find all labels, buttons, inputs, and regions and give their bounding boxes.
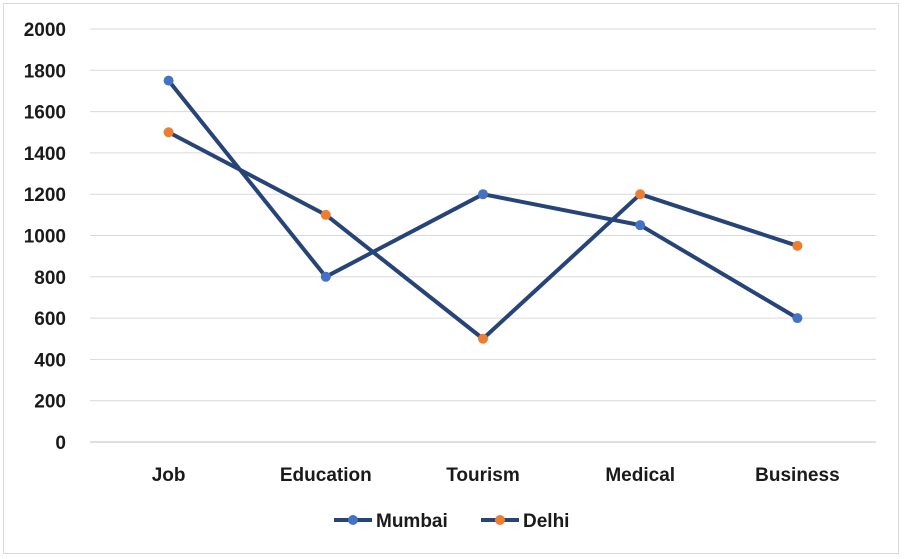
data-point-mumbai — [792, 313, 803, 324]
data-point-mumbai — [320, 271, 331, 282]
y-tick-label: 200 — [34, 392, 66, 413]
y-tick-label: 800 — [34, 268, 66, 289]
series-lines — [166, 78, 800, 341]
y-tick-label: 1800 — [24, 61, 66, 82]
legend-marker-swatch — [348, 515, 358, 525]
legend-label: Mumbai — [376, 511, 448, 532]
x-tick-label: Tourism — [446, 465, 520, 486]
series-markers — [163, 75, 803, 344]
x-tick-label: Education — [280, 465, 372, 486]
y-tick-label: 600 — [34, 309, 66, 330]
x-tick-label: Business — [755, 465, 839, 486]
data-point-delhi — [320, 209, 331, 220]
legend-label: Delhi — [523, 511, 569, 532]
gridlines — [90, 28, 876, 443]
legend-item-delhi: Delhi — [481, 511, 569, 532]
series-line-mumbai — [166, 78, 800, 321]
data-point-delhi — [163, 127, 174, 138]
chart-frame — [3, 3, 899, 554]
legend-marker-swatch — [495, 515, 505, 525]
data-point-delhi — [635, 189, 646, 200]
data-point-delhi — [478, 333, 488, 344]
data-point-mumbai — [478, 189, 488, 200]
data-point-mumbai — [163, 75, 174, 86]
y-tick-label: 1600 — [24, 103, 66, 124]
x-tick-label: Medical — [605, 465, 675, 486]
y-tick-label: 2000 — [24, 20, 66, 41]
y-tick-label: 1200 — [24, 185, 66, 206]
y-axis-tick-labels: 0 200 400 600 800 1000 1200 1400 1600 1800 2000 — [24, 20, 66, 454]
y-tick-label: 400 — [34, 350, 66, 371]
data-point-mumbai — [635, 220, 646, 231]
x-axis-tick-labels: Job Education Tourism Medical Business — [152, 465, 840, 486]
y-tick-label: 0 — [55, 433, 66, 454]
y-tick-label: 1400 — [24, 144, 66, 165]
y-tick-label: 1000 — [24, 227, 66, 248]
x-tick-label: Job — [152, 465, 186, 486]
legend: Mumbai Delhi — [334, 511, 569, 532]
data-point-delhi — [792, 240, 803, 251]
legend-item-mumbai: Mumbai — [334, 511, 448, 532]
